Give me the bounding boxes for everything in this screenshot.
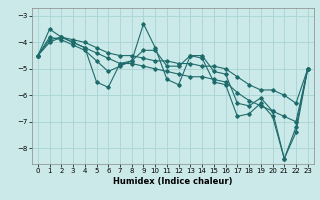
X-axis label: Humidex (Indice chaleur): Humidex (Indice chaleur) [113, 177, 233, 186]
